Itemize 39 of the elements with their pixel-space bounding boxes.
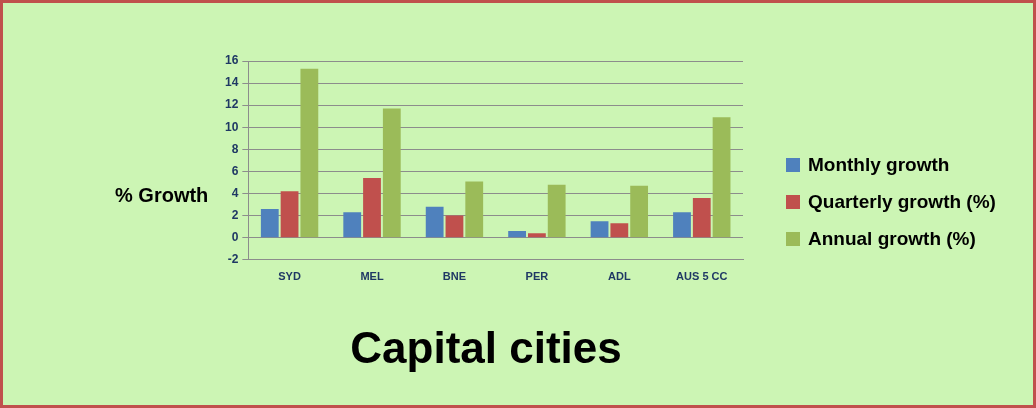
- x-tick-label: AUS 5 CC: [676, 270, 728, 283]
- x-tick-label: BNE: [442, 270, 467, 283]
- y-tick-label: 14: [224, 75, 239, 90]
- bar: [343, 212, 362, 238]
- bar: [465, 181, 484, 238]
- bar: [445, 215, 464, 238]
- x-tick-label: ADL: [608, 270, 631, 283]
- x-tick-label: MEL: [360, 270, 384, 283]
- y-tick-label: 10: [224, 119, 239, 134]
- bar: [508, 231, 527, 238]
- x-tick-label: SYD: [278, 270, 301, 283]
- bar: [590, 221, 609, 238]
- bar: [527, 233, 546, 238]
- y-tick-label: 0: [231, 230, 239, 245]
- legend-label: Quarterly growth (%): [808, 191, 996, 213]
- x-tick-label: PER: [525, 270, 549, 283]
- bar: [630, 185, 649, 238]
- y-tick-label: 12: [224, 97, 239, 112]
- y-tick-label: 4: [231, 185, 239, 200]
- bar: [260, 209, 279, 238]
- legend-label: Annual growth (%): [808, 228, 976, 250]
- bar: [673, 212, 691, 238]
- bar: [610, 223, 629, 238]
- y-axis-title: % Growth: [115, 184, 209, 207]
- text: Capital cities: [349, 323, 623, 373]
- y-tick-label: 6: [231, 163, 239, 178]
- y-tick-label: -2: [227, 252, 239, 267]
- y-tick-label: 16: [224, 53, 239, 68]
- bar: [425, 206, 444, 238]
- bar: [692, 197, 711, 238]
- bar: [300, 68, 319, 238]
- bar: [280, 191, 299, 238]
- legend-label: Monthly growth: [808, 154, 950, 176]
- bar: [547, 184, 566, 238]
- bar: [382, 108, 401, 238]
- bar: [712, 117, 731, 238]
- y-tick-label: 2: [231, 207, 239, 222]
- y-tick-label: 8: [231, 141, 239, 156]
- bar: [363, 178, 381, 238]
